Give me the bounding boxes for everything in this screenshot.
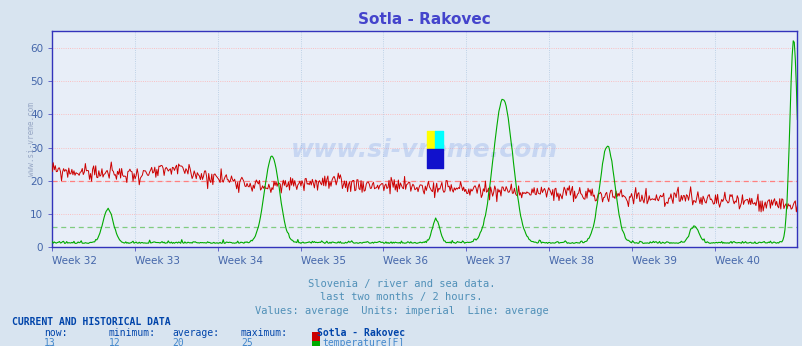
Text: www.si-vreme.com: www.si-vreme.com <box>291 138 557 162</box>
Text: Sotla - Rakovec: Sotla - Rakovec <box>317 328 405 338</box>
Text: CURRENT AND HISTORICAL DATA: CURRENT AND HISTORICAL DATA <box>12 317 171 327</box>
Text: temperature[F]: temperature[F] <box>322 338 404 346</box>
Text: Slovenia / river and sea data.: Slovenia / river and sea data. <box>307 279 495 289</box>
Text: minimum:: minimum: <box>108 328 156 338</box>
Text: average:: average: <box>172 328 220 338</box>
Title: Sotla - Rakovec: Sotla - Rakovec <box>358 12 491 27</box>
Text: 1: 1 <box>108 345 114 346</box>
Text: flow[foot3/min]: flow[foot3/min] <box>322 345 411 346</box>
Text: now:: now: <box>44 328 67 338</box>
Text: 25: 25 <box>241 338 253 346</box>
Text: 6: 6 <box>172 345 178 346</box>
Text: Values: average  Units: imperial  Line: average: Values: average Units: imperial Line: av… <box>254 306 548 316</box>
Text: maximum:: maximum: <box>241 328 288 338</box>
Text: 61: 61 <box>241 345 253 346</box>
Text: 13: 13 <box>44 338 56 346</box>
Text: last two months / 2 hours.: last two months / 2 hours. <box>320 292 482 302</box>
Text: 12: 12 <box>108 338 120 346</box>
Text: 20: 20 <box>172 338 184 346</box>
Text: www.si-vreme.com: www.si-vreme.com <box>26 102 36 176</box>
Text: 60: 60 <box>44 345 56 346</box>
